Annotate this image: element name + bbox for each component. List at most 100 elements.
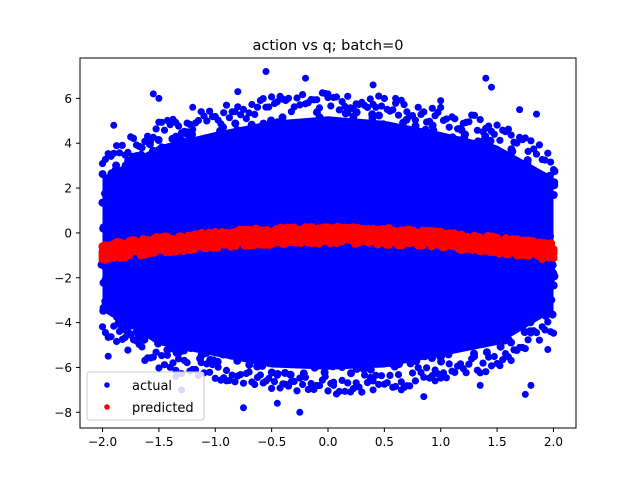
actual-point bbox=[225, 114, 233, 122]
actual-point bbox=[206, 368, 214, 376]
actual-outlier-point bbox=[533, 110, 540, 118]
actual-point bbox=[237, 111, 245, 119]
actual-point bbox=[451, 115, 459, 123]
actual-point bbox=[375, 380, 383, 389]
actual-point bbox=[273, 98, 281, 106]
actual-point bbox=[284, 94, 293, 102]
actual-point bbox=[504, 125, 512, 133]
actual-point bbox=[344, 379, 352, 387]
actual-point bbox=[470, 111, 479, 119]
predicted-point bbox=[549, 254, 558, 262]
x-tick-label: 2.0 bbox=[544, 435, 563, 449]
actual-point bbox=[394, 371, 403, 379]
actual-point bbox=[175, 122, 183, 130]
actual-point bbox=[377, 372, 386, 380]
actual-point bbox=[420, 108, 428, 116]
actual-point bbox=[160, 126, 169, 134]
actual-point bbox=[124, 346, 132, 354]
actual-point bbox=[465, 360, 473, 368]
actual-point bbox=[222, 101, 231, 109]
actual-point bbox=[420, 373, 428, 381]
legend: actual predicted bbox=[86, 371, 205, 421]
actual-outlier-point bbox=[234, 88, 242, 96]
actual-point bbox=[154, 136, 163, 144]
actual-point bbox=[256, 371, 264, 379]
actual-point bbox=[544, 318, 552, 326]
predicted-point bbox=[427, 242, 436, 251]
actual-point bbox=[363, 103, 372, 112]
actual-point bbox=[239, 379, 248, 387]
actual-point bbox=[408, 369, 417, 377]
series-predicted bbox=[98, 222, 558, 264]
actual-outlier-point bbox=[397, 386, 405, 394]
actual-point bbox=[541, 156, 549, 164]
actual-point bbox=[521, 134, 529, 142]
actual-point bbox=[428, 372, 436, 380]
actual-outlier-point bbox=[240, 404, 247, 412]
actual-point bbox=[251, 110, 259, 118]
x-tick-label: −2.0 bbox=[88, 435, 117, 449]
actual-point bbox=[341, 102, 349, 110]
actual-point bbox=[486, 136, 495, 145]
legend-frame bbox=[86, 371, 205, 421]
actual-point bbox=[476, 116, 484, 124]
actual-point bbox=[493, 121, 501, 129]
actual-point bbox=[101, 155, 109, 163]
actual-point bbox=[169, 359, 177, 367]
actual-point bbox=[166, 121, 174, 129]
actual-point bbox=[242, 115, 250, 123]
actual-outlier-point bbox=[302, 74, 309, 82]
actual-point bbox=[392, 382, 400, 391]
actual-point bbox=[549, 166, 558, 174]
actual-outlier-point bbox=[521, 390, 529, 398]
actual-point bbox=[158, 352, 166, 360]
axes: −2.0 −1.5 −1.0 −0.5 0.0 0.5 1.0 1.5 2.0 −8 −6 −4 −2 0… bbox=[54, 57, 577, 449]
actual-point bbox=[532, 150, 541, 158]
y-tick-label: −4 bbox=[54, 316, 72, 330]
actual-point bbox=[265, 103, 273, 111]
x-tick-label: −1.0 bbox=[201, 435, 230, 449]
actual-outlier-point bbox=[488, 83, 495, 91]
actual-point bbox=[535, 336, 544, 344]
y-tick-label: 4 bbox=[64, 137, 72, 151]
actual-point bbox=[152, 125, 160, 133]
actual-point bbox=[414, 103, 422, 111]
y-tick-label: −8 bbox=[54, 406, 72, 420]
actual-point bbox=[532, 329, 541, 337]
actual-outlier-point bbox=[544, 346, 552, 353]
actual-point bbox=[98, 323, 107, 331]
data-layer bbox=[97, 68, 559, 416]
actual-point bbox=[245, 109, 253, 117]
actual-point bbox=[265, 374, 273, 383]
actual-point bbox=[332, 93, 341, 101]
actual-point bbox=[547, 158, 555, 166]
actual-point bbox=[507, 145, 516, 154]
plot-area bbox=[97, 68, 559, 416]
x-tick-label: 1.5 bbox=[488, 435, 507, 449]
actual-point bbox=[270, 378, 279, 386]
actual-point bbox=[369, 377, 377, 385]
x-tick-label: 0.5 bbox=[375, 435, 394, 449]
actual-point bbox=[392, 99, 400, 107]
actual-point bbox=[220, 109, 228, 117]
actual-point bbox=[301, 373, 310, 381]
actual-outlier-point bbox=[437, 97, 445, 105]
actual-point bbox=[394, 111, 403, 119]
actual-point bbox=[268, 93, 276, 101]
legend-label-predicted: predicted bbox=[132, 401, 194, 416]
x-tick-label: 1.0 bbox=[431, 435, 450, 449]
actual-point bbox=[372, 371, 380, 379]
actual-outlier-point bbox=[392, 94, 400, 102]
actual-point bbox=[307, 379, 315, 388]
actual-point bbox=[321, 373, 329, 381]
actual-point bbox=[377, 102, 386, 110]
chart-title: action vs q; batch=0 bbox=[253, 38, 404, 54]
actual-point bbox=[268, 384, 276, 392]
actual-outlier-point bbox=[110, 121, 118, 129]
actual-outlier-point bbox=[324, 90, 332, 98]
actual-point bbox=[445, 123, 453, 131]
actual-point bbox=[203, 117, 211, 125]
actual-point bbox=[273, 371, 281, 379]
actual-point bbox=[231, 119, 240, 128]
actual-point bbox=[490, 130, 498, 138]
